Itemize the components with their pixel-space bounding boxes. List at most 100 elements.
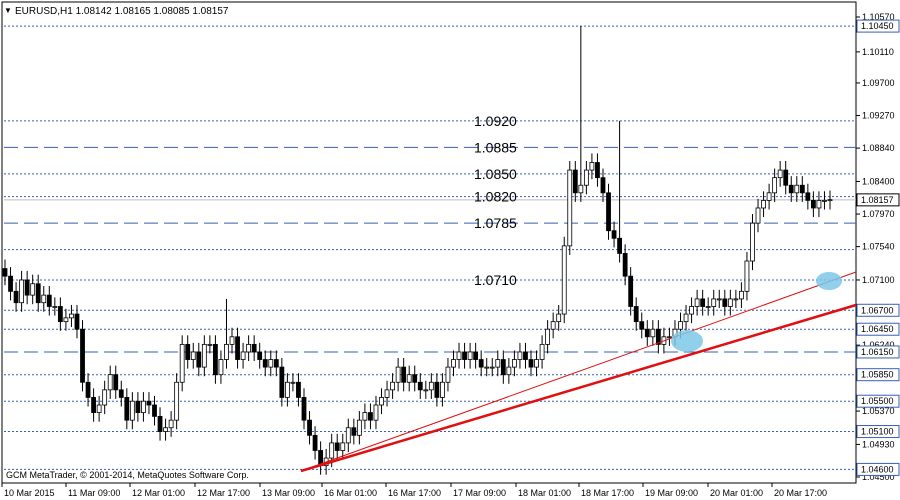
candle-down <box>633 306 639 323</box>
time-axis[interactable]: 10 Mar 2015 11 Mar 09:00 12 Mar 01:00 12 Ma… <box>1 483 827 498</box>
price-box <box>856 345 900 359</box>
candle-up <box>755 207 761 224</box>
candle-up <box>224 343 229 360</box>
time-tick-label: 13 Mar 09:00 <box>262 488 315 498</box>
candle-up <box>772 177 778 194</box>
candle-down <box>118 389 124 398</box>
candle-up <box>240 351 246 360</box>
candle-up <box>711 298 717 307</box>
time-tick-label: 16 Mar 17:00 <box>388 488 441 498</box>
chart-menu-icon[interactable]: ▼ <box>4 6 12 15</box>
candle-up <box>467 351 473 360</box>
candle-up <box>41 294 47 304</box>
price-box-label: 1.06450 <box>861 324 894 334</box>
candle-up <box>440 381 445 398</box>
candle-down <box>611 230 617 239</box>
time-tick-label: 11 Mar 09:00 <box>68 488 120 498</box>
candle-up <box>517 351 523 360</box>
candle-down <box>617 237 622 254</box>
candle-up <box>489 366 495 369</box>
highlights <box>671 272 842 352</box>
candle-up <box>63 317 69 323</box>
candle-up <box>19 279 25 304</box>
candle-down <box>113 374 119 391</box>
candle-down <box>24 279 30 296</box>
candle-up <box>246 343 252 353</box>
price-box-label: 1.06150 <box>861 347 894 357</box>
candle-down <box>279 366 285 398</box>
candle-up <box>650 328 656 338</box>
candle-up <box>506 366 512 376</box>
time-tick-label: 20 Mar 17:00 <box>774 488 827 498</box>
candle-down <box>152 404 157 417</box>
support-trendline-upper[interactable] <box>300 271 857 472</box>
candle-up <box>534 359 539 368</box>
candle-up <box>69 313 74 319</box>
price-box-label: 1.06700 <box>861 305 894 315</box>
candle-up <box>816 199 822 209</box>
last-price-box <box>856 193 900 207</box>
candle-down <box>273 359 279 368</box>
candle-up <box>495 359 501 368</box>
candle-down <box>262 359 268 368</box>
candle-down <box>334 442 340 451</box>
candle-down <box>2 268 8 277</box>
candle-down <box>80 328 85 383</box>
candle-up <box>190 351 196 360</box>
candle-down <box>85 381 91 398</box>
candle-down <box>46 294 52 307</box>
candle-down <box>91 397 96 413</box>
candle-up <box>445 366 451 383</box>
support-trendline-lower[interactable] <box>300 303 857 473</box>
candle-down <box>185 343 191 360</box>
price-box-label: 1.04600 <box>861 464 894 474</box>
trendlines[interactable] <box>300 271 857 473</box>
price-tick-label: 1.07970 <box>862 209 895 219</box>
price-tick-label: 1.05370 <box>862 406 895 416</box>
candle-up <box>667 336 672 339</box>
level-label: 1.0820 <box>474 189 517 205</box>
price-tick-label: 1.10570 <box>862 12 895 22</box>
candle-up <box>550 321 556 330</box>
candle-up <box>678 321 683 330</box>
price-tick-label: 1.04930 <box>862 439 895 449</box>
candle-up <box>179 343 185 383</box>
time-tick-label: 16 Mar 01:00 <box>324 488 377 498</box>
touch-highlight-1 <box>671 330 703 352</box>
price-tick-label: 1.09270 <box>862 111 895 121</box>
candle-down <box>8 275 13 292</box>
candle-up <box>229 336 235 345</box>
copyright-notice: GCM MetaTrader, © 2001-2014, MetaQuotes … <box>6 470 249 480</box>
candle-down <box>805 192 811 201</box>
candle-up <box>777 169 783 179</box>
price-tick-label: 1.08400 <box>862 176 895 186</box>
candle-up <box>290 381 296 384</box>
candle-down <box>639 321 645 330</box>
price-box <box>856 462 900 476</box>
candle-down <box>412 374 418 383</box>
candle-down <box>401 366 407 383</box>
candle-down <box>644 328 650 338</box>
price-axis[interactable]: 1.10570 1.10110 1.09700 1.09270 1.08840 1.084… <box>856 12 900 482</box>
candle-down <box>622 253 628 277</box>
candle-down <box>235 336 240 360</box>
candle-up <box>727 298 733 307</box>
candle-up <box>511 359 517 368</box>
candle-down <box>35 283 41 304</box>
candle-up <box>373 404 379 421</box>
candle-down <box>13 290 19 304</box>
price-tick-label: 1.07540 <box>862 242 895 252</box>
candle-down <box>572 169 578 194</box>
candle-up <box>766 192 772 201</box>
candle-up <box>451 359 456 368</box>
candle-up <box>174 381 180 421</box>
candle-up <box>428 381 434 391</box>
time-tick-label: 18 Mar 01:00 <box>518 488 571 498</box>
candle-down <box>213 343 218 376</box>
candle-down <box>478 359 484 368</box>
last-price-label: 1.08157 <box>861 195 894 205</box>
candle-up <box>218 359 224 376</box>
candle-down <box>251 343 257 353</box>
